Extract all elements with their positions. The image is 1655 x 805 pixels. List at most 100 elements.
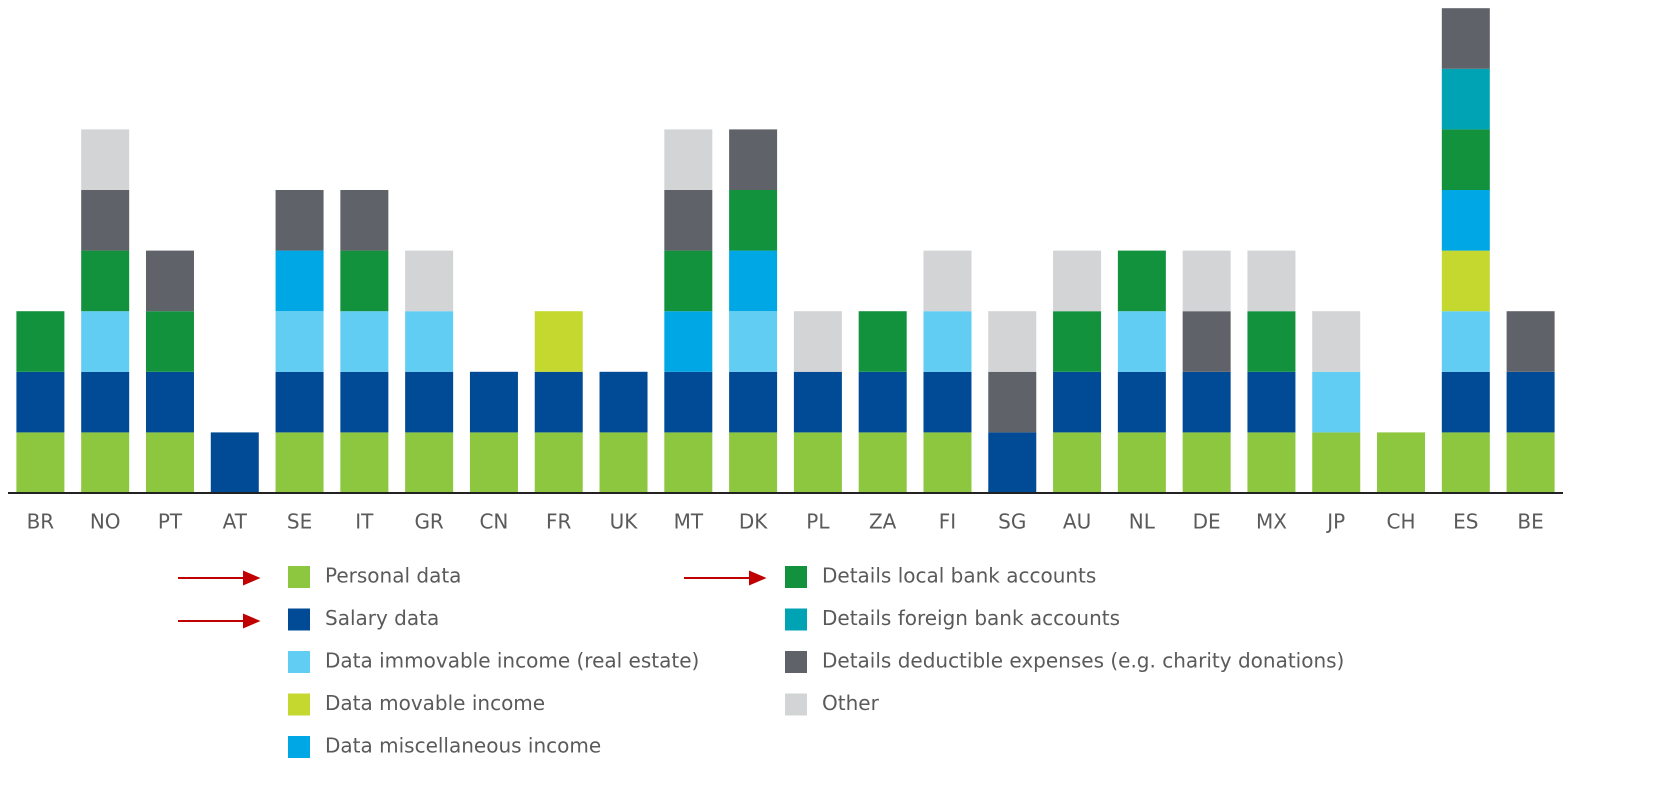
bar-segment [664, 371, 713, 433]
bar-segment [1053, 371, 1102, 433]
bar-segment [923, 432, 972, 493]
bar-segment [1312, 371, 1361, 433]
bar-segment [729, 371, 778, 433]
arrow-head [243, 613, 261, 629]
bar-segment [1117, 371, 1166, 433]
bar-segment [1117, 311, 1166, 372]
bar-segment [1506, 371, 1555, 433]
bar-segment [858, 371, 907, 433]
bar-segment [1441, 68, 1490, 130]
legend-label: Details local bank accounts [822, 564, 1096, 588]
legend-swatch [288, 651, 310, 673]
bar-segment [1182, 311, 1231, 372]
bar-segment [1117, 432, 1166, 493]
bar-segment [405, 371, 454, 433]
bar-segment [340, 190, 389, 251]
legend-swatch [288, 566, 310, 588]
bar-segment [405, 432, 454, 493]
bar-segment [405, 250, 454, 312]
x-tick-label: DE [1193, 510, 1221, 534]
bar-segment [599, 432, 648, 493]
bar-segment [1053, 432, 1102, 493]
bar-segment [923, 250, 972, 312]
x-tick-label: CH [1387, 510, 1416, 534]
bar-segment [1441, 311, 1490, 372]
x-tick-label: BR [27, 510, 55, 534]
x-tick-label: DK [739, 510, 768, 534]
bar-segment [81, 129, 130, 190]
x-tick-label: MX [1256, 510, 1287, 534]
bar-segment [340, 250, 389, 312]
bar-segment [729, 311, 778, 372]
bar-segment [534, 371, 583, 433]
bar-segment [405, 311, 454, 372]
x-tick-label: FR [546, 510, 572, 534]
bar-segment [534, 311, 583, 372]
legend-swatch [288, 608, 310, 631]
legend-label: Data immovable income (real estate) [325, 649, 699, 673]
legend-swatch [785, 608, 807, 631]
bar-segment [1441, 250, 1490, 312]
bar-segment [664, 190, 713, 251]
bar-segment [534, 432, 583, 493]
bar-segment [1247, 250, 1296, 312]
legend-label: Details foreign bank accounts [822, 606, 1120, 630]
bar-segment [145, 311, 194, 372]
x-tick-label: AU [1063, 510, 1091, 534]
bar-segment [81, 371, 130, 433]
bar-segment [858, 432, 907, 493]
legend-label: Personal data [325, 564, 461, 588]
legend-label: Data movable income [325, 691, 545, 715]
bar-segment [1117, 250, 1166, 312]
x-tick-label: SG [998, 510, 1026, 534]
bar-segment [1441, 129, 1490, 190]
bar-segment [210, 432, 259, 493]
x-tick-label: PT [158, 510, 183, 534]
bar-segment [1247, 371, 1296, 433]
bar-segment [275, 250, 324, 312]
legend-swatch [288, 736, 310, 758]
bar-segment [988, 432, 1037, 493]
bar-segment [1441, 432, 1490, 493]
bar-segment [793, 371, 842, 433]
x-tick-label: JP [1325, 510, 1345, 534]
bar-segment [729, 432, 778, 493]
arrow-head [749, 570, 767, 586]
bar-segment [1312, 432, 1361, 493]
bar-segment [145, 432, 194, 493]
bar-segment [16, 311, 65, 372]
bar-segment [793, 311, 842, 372]
bar-segment [275, 371, 324, 433]
bar-segment [81, 250, 130, 312]
bar-segment [81, 311, 130, 372]
bar-segment [599, 371, 648, 433]
bar-segment [1053, 250, 1102, 312]
x-tick-label: UK [610, 510, 639, 534]
legend-swatch [785, 566, 807, 588]
bar-segment [664, 129, 713, 190]
bar-segment [729, 190, 778, 251]
x-tick-label: CN [479, 510, 508, 534]
bar-segment [988, 371, 1037, 433]
bar-segment [275, 432, 324, 493]
bar-segment [1182, 432, 1231, 493]
bar-segment [1506, 432, 1555, 493]
bar-segment [145, 250, 194, 312]
bar-segment [275, 311, 324, 372]
bar-segment [16, 371, 65, 433]
bar-segment [81, 432, 130, 493]
bar-segment [81, 190, 130, 251]
bar-segment [1506, 311, 1555, 372]
bar-segment [923, 311, 972, 372]
x-tick-label: NL [1129, 510, 1156, 534]
bar-segment [16, 432, 65, 493]
bar-segment [1247, 311, 1296, 372]
bar-segment [1441, 371, 1490, 433]
bar-segment [340, 371, 389, 433]
bar-segment [858, 311, 907, 372]
bar-segment [1312, 311, 1361, 372]
x-tick-label: ES [1453, 510, 1478, 534]
bar-segment [469, 371, 518, 433]
x-tick-label: BE [1517, 510, 1543, 534]
